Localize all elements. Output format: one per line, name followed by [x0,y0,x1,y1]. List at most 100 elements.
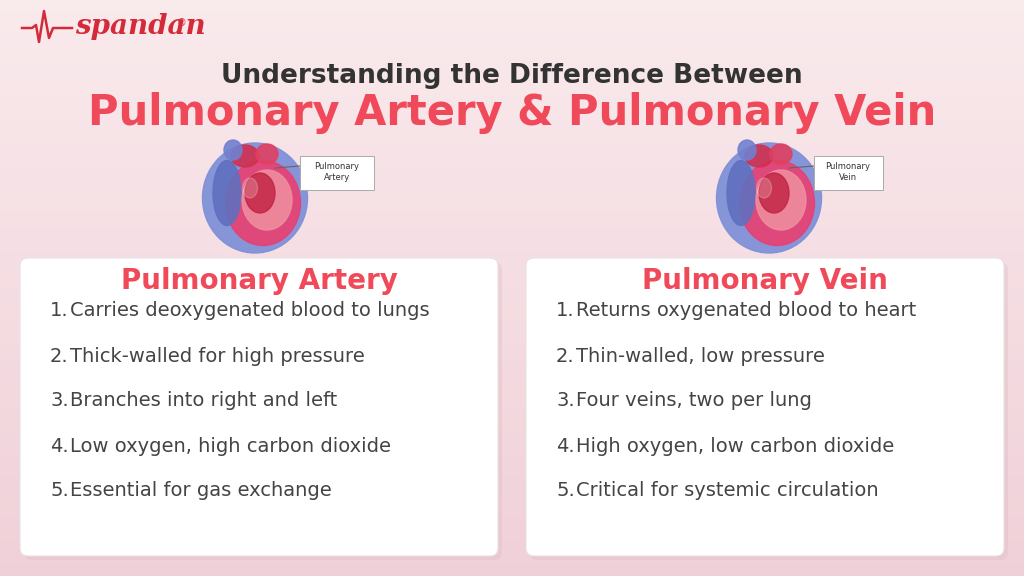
FancyBboxPatch shape [530,262,1008,560]
Bar [0,144,1024,150]
Bar [0,265,1024,271]
Bar [0,115,1024,121]
Bar [0,490,1024,495]
Text: Pulmonary Artery: Pulmonary Artery [121,267,397,295]
Ellipse shape [770,144,792,164]
Bar [0,150,1024,156]
Bar [0,328,1024,334]
Bar [0,288,1024,294]
Bar [0,541,1024,547]
Bar [0,230,1024,236]
Bar [0,461,1024,467]
Bar [0,259,1024,265]
Bar [0,242,1024,248]
Bar [0,415,1024,420]
Bar [0,524,1024,530]
Bar [0,86,1024,92]
Bar [0,63,1024,69]
Text: Essential for gas exchange: Essential for gas exchange [70,482,332,501]
Text: Pulmonary Vein: Pulmonary Vein [642,267,888,295]
FancyBboxPatch shape [814,156,883,190]
Bar [0,92,1024,98]
Text: Pulmonary
Vein: Pulmonary Vein [825,162,870,182]
Bar [0,179,1024,184]
Bar [0,449,1024,455]
Bar [0,369,1024,374]
Bar [0,438,1024,444]
Text: Pulmonary
Artery: Pulmonary Artery [314,162,359,182]
Bar [0,409,1024,415]
Text: Branches into right and left: Branches into right and left [70,392,337,411]
Bar [0,184,1024,190]
Bar [0,426,1024,432]
Text: Carries deoxygenated blood to lungs: Carries deoxygenated blood to lungs [70,301,430,320]
Bar [0,132,1024,138]
Text: Pulmonary Artery & Pulmonary Vein: Pulmonary Artery & Pulmonary Vein [88,92,936,134]
Text: Low oxygen, high carbon dioxide: Low oxygen, high carbon dioxide [70,437,391,456]
Bar [0,323,1024,328]
Bar [0,109,1024,115]
Bar [0,0,1024,6]
Text: High oxygen, low carbon dioxide: High oxygen, low carbon dioxide [575,437,894,456]
Bar [0,23,1024,29]
Bar [0,6,1024,12]
Bar [0,444,1024,449]
Ellipse shape [727,161,755,225]
FancyBboxPatch shape [300,156,374,190]
Ellipse shape [759,173,790,213]
Ellipse shape [256,144,278,164]
Bar [0,276,1024,282]
Bar [0,536,1024,541]
Bar [0,167,1024,173]
Bar [0,300,1024,305]
Bar [0,420,1024,426]
Bar [0,513,1024,518]
Bar [0,472,1024,478]
Bar [0,363,1024,369]
Bar [0,518,1024,524]
Bar [0,138,1024,144]
Bar [0,478,1024,484]
Bar [0,501,1024,507]
Bar [0,17,1024,23]
Bar [0,467,1024,472]
Ellipse shape [738,140,756,160]
Text: 4.: 4. [50,437,69,456]
Bar [0,397,1024,403]
Bar [0,12,1024,17]
Ellipse shape [225,161,300,245]
Text: 2.: 2. [50,347,69,366]
Bar [0,564,1024,570]
FancyBboxPatch shape [526,258,1004,556]
Bar [0,29,1024,35]
Bar [0,311,1024,317]
Ellipse shape [213,161,241,225]
Bar [0,495,1024,501]
Bar [0,294,1024,300]
Bar [0,271,1024,276]
Ellipse shape [757,178,771,198]
Text: 4.: 4. [556,437,574,456]
Bar [0,219,1024,225]
Bar [0,40,1024,46]
Bar [0,190,1024,196]
Text: Thick-walled for high pressure: Thick-walled for high pressure [70,347,365,366]
Bar [0,253,1024,259]
Ellipse shape [756,170,806,230]
Bar [0,432,1024,438]
Bar [0,351,1024,357]
Bar [0,346,1024,351]
Bar [0,340,1024,346]
Bar [0,374,1024,380]
Bar [0,104,1024,109]
Bar [0,455,1024,461]
Text: 1.: 1. [556,301,574,320]
Bar [0,207,1024,213]
Bar [0,403,1024,409]
Bar [0,46,1024,52]
Bar [0,202,1024,207]
Bar [0,81,1024,86]
Bar [0,156,1024,161]
Bar [0,282,1024,288]
Bar [0,173,1024,179]
